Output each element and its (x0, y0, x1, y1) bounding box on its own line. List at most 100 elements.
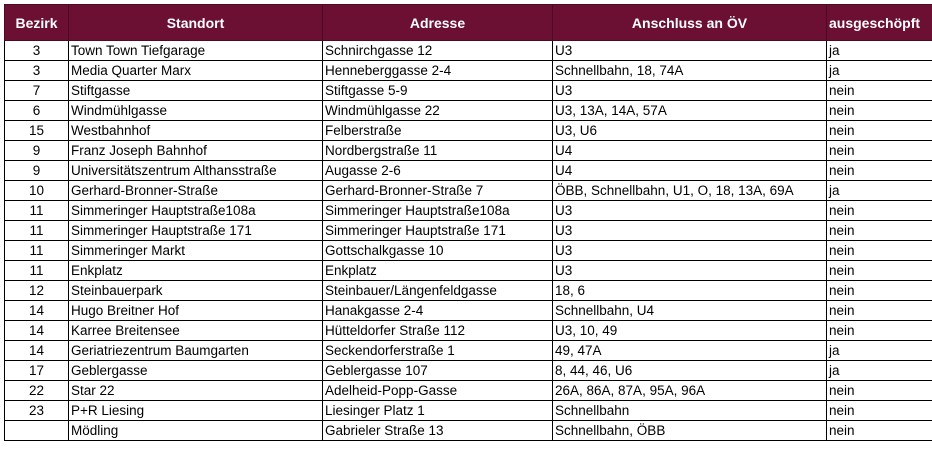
cell-oev: Schnellbahn (552, 400, 827, 421)
table-row: 12 Steinbauerpark Steinbauer/Längenfeldgas… (4, 280, 932, 301)
cell-ausgeschoepft: nein (826, 280, 932, 301)
cell-ausgeschoepft: nein (826, 300, 932, 321)
cell-bezirk: 23 (4, 400, 69, 421)
cell-bezirk: 9 (4, 140, 69, 161)
cell-bezirk: 14 (4, 320, 69, 341)
cell-standort: Franz Joseph Bahnhof (68, 140, 323, 161)
cell-adresse: Henneberggasse 2-4 (322, 60, 553, 81)
cell-ausgeschoepft: nein (826, 100, 932, 121)
cell-oev: 26A, 86A, 87A, 95A, 96A (552, 380, 827, 401)
cell-adresse: Hanakgasse 2-4 (322, 300, 553, 321)
table-row: 14 Geriatriezentrum Baumgarten Seckendorfe… (4, 340, 932, 361)
cell-bezirk: 22 (4, 380, 69, 401)
cell-oev: U3, 13A, 14A, 57A (552, 100, 827, 121)
table-body: 3 Town Town Tiefgarage Schnirchgasse 12 U3 j… (4, 40, 932, 441)
cell-oev: U3 (552, 80, 827, 101)
cell-adresse: Enkplatz (322, 260, 553, 281)
cell-oev: Schnellbahn, U4 (552, 300, 827, 321)
cell-adresse: Nordbergstraße 11 (322, 140, 553, 161)
header-ausgeschoepft: ausgeschöpft (826, 4, 932, 41)
table-row: Mödling Gabrieler Straße 13 Schnellbahn, Ö… (4, 420, 932, 441)
cell-bezirk: 11 (4, 200, 69, 221)
cell-oev: U3 (552, 220, 827, 241)
cell-standort: Simmeringer Hauptstraße 171 (68, 220, 323, 241)
cell-ausgeschoepft: nein (826, 240, 932, 261)
cell-standort: Gerhard-Bronner-Straße (68, 180, 323, 201)
cell-oev: U3 (552, 40, 827, 61)
cell-standort: Simmeringer Hauptstraße108a (68, 200, 323, 221)
cell-adresse: Gerhard-Bronner-Straße 7 (322, 180, 553, 201)
park-and-ride-table: Bezirk Standort Adresse Anschluss an ÖV … (4, 4, 932, 441)
cell-ausgeschoepft: ja (826, 40, 932, 61)
table-row: 9 Universitätszentrum Althansstraße Augass… (4, 160, 932, 181)
table-row: 11 Enkplatz Enkplatz U3 nein (4, 260, 932, 281)
cell-standort: Universitätszentrum Althansstraße (68, 160, 323, 181)
cell-bezirk: 11 (4, 240, 69, 261)
cell-standort: Geriatriezentrum Baumgarten (68, 340, 323, 361)
cell-adresse: Liesinger Platz 1 (322, 400, 553, 421)
cell-adresse: Gottschalkgasse 10 (322, 240, 553, 261)
cell-adresse: Simmeringer Hauptstraße 171 (322, 220, 553, 241)
cell-ausgeschoepft: nein (826, 420, 932, 441)
cell-standort: Windmühlgasse (68, 100, 323, 121)
table-row: 23 P+R Liesing Liesinger Platz 1 Schnellbah… (4, 400, 932, 421)
table-row: 14 Hugo Breitner Hof Hanakgasse 2-4 Schnell… (4, 300, 932, 321)
cell-bezirk: 3 (4, 60, 69, 81)
table-header: Bezirk Standort Adresse Anschluss an ÖV … (4, 4, 932, 41)
cell-bezirk: 14 (4, 300, 69, 321)
cell-oev: 18, 6 (552, 280, 827, 301)
cell-standort: Enkplatz (68, 260, 323, 281)
table-row: 11 Simmeringer Hauptstraße108a Simmeringer… (4, 200, 932, 221)
cell-oev: U3 (552, 200, 827, 221)
cell-oev: U3 (552, 260, 827, 281)
table-row: 3 Town Town Tiefgarage Schnirchgasse 12 U3 j… (4, 40, 932, 61)
table-row: 22 Star 22 Adelheid-Popp-Gasse 26A, 86A, 87… (4, 380, 932, 401)
cell-standort: Star 22 (68, 380, 323, 401)
cell-ausgeschoepft: nein (826, 400, 932, 421)
cell-ausgeschoepft: nein (826, 120, 932, 141)
cell-oev: U4 (552, 160, 827, 181)
cell-bezirk: 11 (4, 260, 69, 281)
header-adresse: Adresse (322, 4, 553, 41)
header-standort: Standort (68, 4, 323, 41)
cell-bezirk: 15 (4, 120, 69, 141)
cell-oev: 49, 47A (552, 340, 827, 361)
cell-standort: Media Quarter Marx (68, 60, 323, 81)
cell-standort: Westbahnhof (68, 120, 323, 141)
table-row: 7 Stiftgasse Stiftgasse 5-9 U3 nein (4, 80, 932, 101)
cell-adresse: Gabrieler Straße 13 (322, 420, 553, 441)
cell-adresse: Geblergasse 107 (322, 360, 553, 381)
cell-standort: Geblergasse (68, 360, 323, 381)
cell-bezirk: 10 (4, 180, 69, 201)
table-row: 6 Windmühlgasse Windmühlgasse 22 U3, 13A, 1… (4, 100, 932, 121)
cell-standort: Steinbauerpark (68, 280, 323, 301)
table-row: 10 Gerhard-Bronner-Straße Gerhard-Bronner-… (4, 180, 932, 201)
cell-adresse: Augasse 2-6 (322, 160, 553, 181)
cell-ausgeschoepft: nein (826, 200, 932, 221)
cell-adresse: Stiftgasse 5-9 (322, 80, 553, 101)
cell-standort: Karree Breitensee (68, 320, 323, 341)
table-row: 3 Media Quarter Marx Henneberggasse 2-4 Sch… (4, 60, 932, 81)
cell-standort: Stiftgasse (68, 80, 323, 101)
cell-adresse: Windmühlgasse 22 (322, 100, 553, 121)
cell-ausgeschoepft: ja (826, 340, 932, 361)
cell-bezirk: 9 (4, 160, 69, 181)
cell-ausgeschoepft: nein (826, 380, 932, 401)
cell-oev: U4 (552, 140, 827, 161)
table-row: 14 Karree Breitensee Hütteldorfer Straße 1… (4, 320, 932, 341)
cell-ausgeschoepft: nein (826, 260, 932, 281)
cell-oev: Schnellbahn, 18, 74A (552, 60, 827, 81)
cell-standort: Town Town Tiefgarage (68, 40, 323, 61)
table-row: 15 Westbahnhof Felberstraße U3, U6 nein (4, 120, 932, 141)
cell-adresse: Felberstraße (322, 120, 553, 141)
cell-ausgeschoepft: ja (826, 360, 932, 381)
cell-adresse: Hütteldorfer Straße 112 (322, 320, 553, 341)
table-row: 11 Simmeringer Hauptstraße 171 Simmeringer… (4, 220, 932, 241)
cell-oev: Schnellbahn, ÖBB (552, 420, 827, 441)
cell-bezirk: 17 (4, 360, 69, 381)
cell-ausgeschoepft: ja (826, 60, 932, 81)
cell-ausgeschoepft: nein (826, 140, 932, 161)
header-row: Bezirk Standort Adresse Anschluss an ÖV … (4, 4, 932, 41)
cell-oev: U3 (552, 240, 827, 261)
cell-adresse: Adelheid-Popp-Gasse (322, 380, 553, 401)
